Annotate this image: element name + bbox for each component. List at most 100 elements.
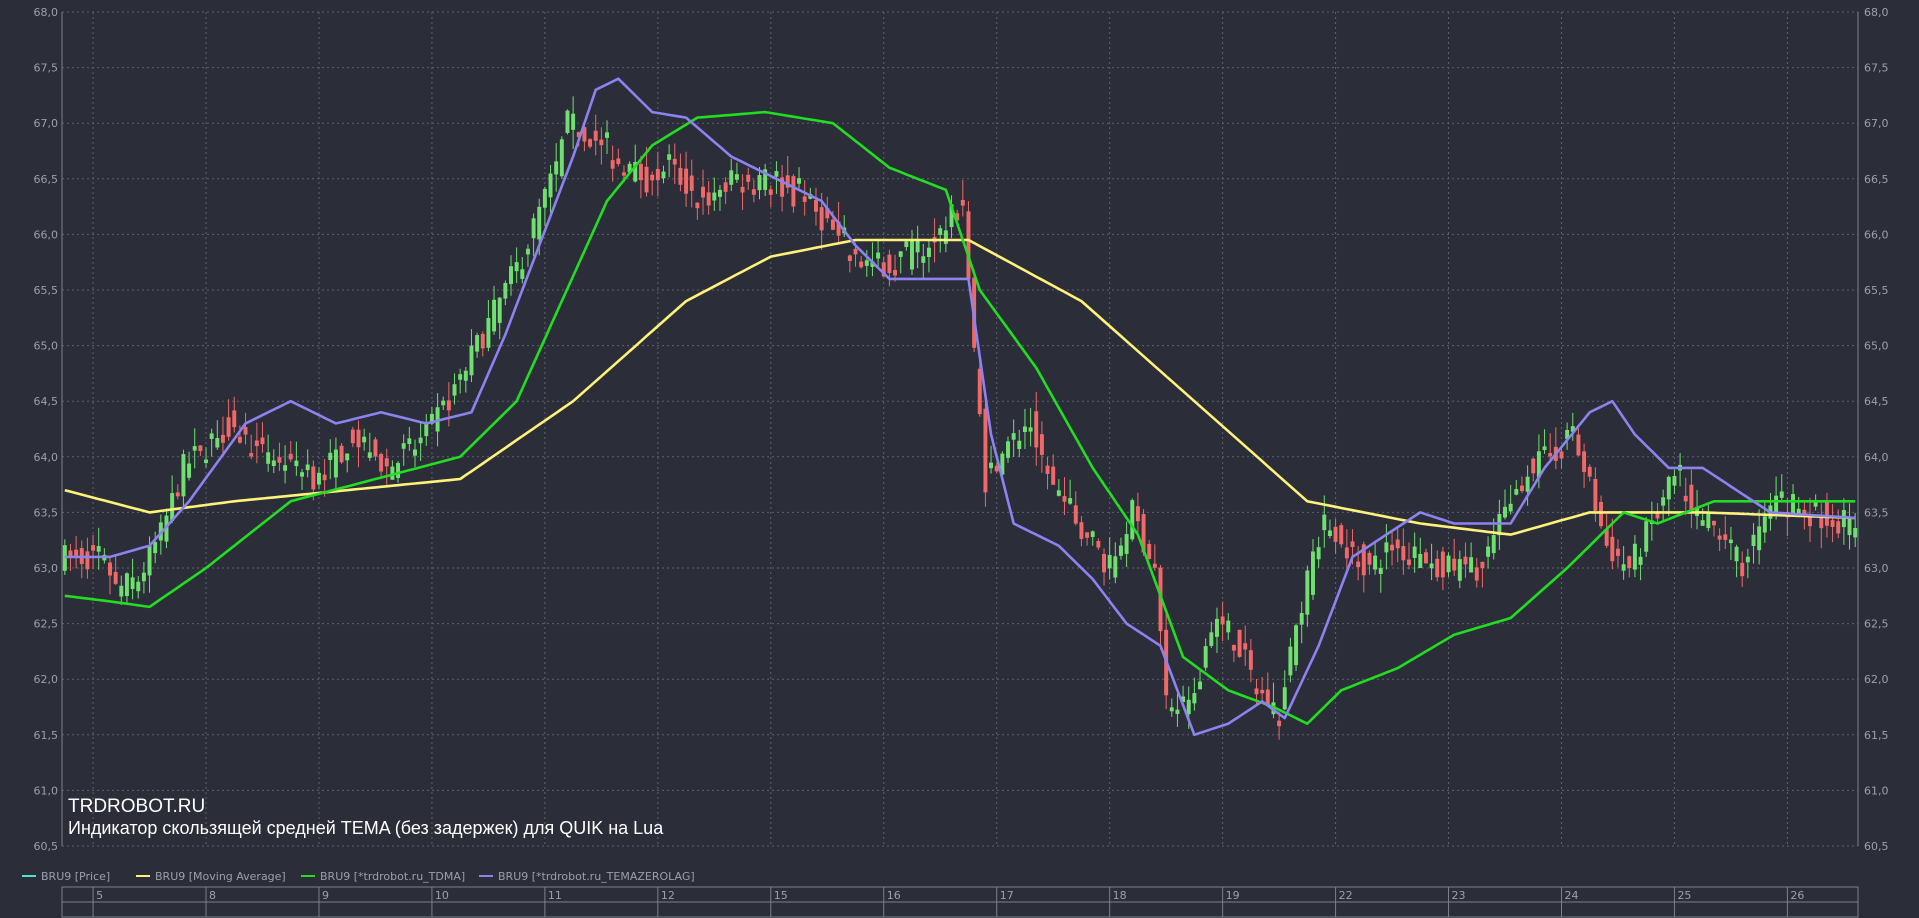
legend: BRU9 [Price] BRU9 [Moving Average] BRU9 [*… xyxy=(22,870,695,883)
candle-body xyxy=(859,261,864,268)
candle-body xyxy=(384,458,389,467)
candle-body xyxy=(723,182,728,192)
candle-body xyxy=(1610,536,1615,562)
candle-body xyxy=(943,230,948,244)
candle-body xyxy=(1847,516,1852,536)
candle-body xyxy=(1344,547,1349,559)
candle-body xyxy=(1791,494,1796,515)
candle-body xyxy=(1463,556,1468,565)
y-tick-label-right: 65,0 xyxy=(1864,340,1889,353)
legend-entry: BRU9 [*trdrobot.ru_TDMA] xyxy=(320,870,465,883)
date-label: 10 xyxy=(435,889,449,902)
candle-body xyxy=(390,466,395,480)
candle-body xyxy=(1559,451,1564,459)
candle-body xyxy=(396,462,401,478)
date-label: 12 xyxy=(661,889,675,902)
candle-body xyxy=(977,368,982,415)
candle-body xyxy=(1621,564,1626,571)
candle-body xyxy=(836,221,841,236)
candle-body xyxy=(1384,542,1389,553)
candle-body xyxy=(1152,563,1157,568)
y-tick-label-right: 63,5 xyxy=(1864,506,1889,519)
candle-body xyxy=(362,436,367,443)
candle-body xyxy=(746,174,751,182)
candle-body xyxy=(1452,558,1457,571)
candle-body xyxy=(153,542,158,554)
y-tick-label-left: 65,0 xyxy=(34,340,59,353)
candle-body xyxy=(1135,506,1140,522)
date-label: 24 xyxy=(1564,889,1578,902)
date-label: 17 xyxy=(1000,889,1014,902)
candle-body xyxy=(1305,570,1310,615)
y-tick-label-left: 66,5 xyxy=(34,173,59,186)
candle-body xyxy=(876,252,881,259)
candle-body xyxy=(1214,618,1219,637)
candle-body xyxy=(1395,539,1400,549)
candle-body xyxy=(1824,501,1829,526)
candle-body xyxy=(1728,539,1733,544)
candle-body xyxy=(429,413,434,424)
candle-body xyxy=(1096,540,1101,548)
candle-body xyxy=(373,439,378,457)
date-label: 23 xyxy=(1452,889,1466,902)
candle-body xyxy=(1536,451,1541,478)
candle-body xyxy=(1062,496,1067,502)
candle-body xyxy=(1717,535,1722,540)
candle-body xyxy=(1141,514,1146,553)
candle-body xyxy=(582,127,587,142)
date-label: 9 xyxy=(322,889,329,902)
candle-body xyxy=(1311,551,1315,595)
candle-body xyxy=(650,174,655,181)
candle-body xyxy=(881,262,886,277)
candle-body xyxy=(610,160,615,169)
candle-body xyxy=(1322,514,1327,531)
y-tick-label-left: 64,0 xyxy=(34,451,59,464)
candle-body xyxy=(898,251,903,257)
candle-body xyxy=(1316,547,1321,560)
candle-body xyxy=(486,317,491,348)
candle-body xyxy=(1327,530,1332,536)
candle-body xyxy=(492,299,497,332)
candle-body xyxy=(1022,426,1027,433)
date-label: 25 xyxy=(1677,889,1691,902)
candle-body xyxy=(181,454,186,497)
candle-body xyxy=(542,188,547,208)
candle-body xyxy=(717,189,722,197)
candle-body xyxy=(311,466,316,490)
candle-body xyxy=(130,577,135,590)
candle-body xyxy=(1226,620,1231,633)
candle-body xyxy=(1525,476,1530,492)
candle-body xyxy=(638,163,643,181)
candle-body xyxy=(1774,495,1779,516)
candle-body xyxy=(1056,490,1061,496)
candle-body xyxy=(469,345,474,376)
candle-body xyxy=(1299,613,1304,625)
candle-body xyxy=(915,239,920,253)
chart-title-block: TRDROBOT.RU Индикатор скользящей средней… xyxy=(68,796,664,838)
candle-body xyxy=(316,472,321,485)
candle-body xyxy=(1689,484,1694,512)
candle-body xyxy=(1440,551,1445,578)
series-line xyxy=(64,110,1856,726)
candle-body xyxy=(1220,616,1225,625)
candle-body xyxy=(853,248,858,255)
y-tick-label-right: 62,5 xyxy=(1864,618,1889,631)
candle-body xyxy=(695,202,700,209)
candle-body xyxy=(1700,520,1705,526)
y-tick-label-right: 62,0 xyxy=(1864,673,1889,686)
candle-body xyxy=(1779,491,1784,498)
chart-title: TRDROBOT.RU xyxy=(68,796,205,817)
candle-body xyxy=(1469,557,1474,573)
candle-body xyxy=(780,177,785,197)
candle-body xyxy=(1175,709,1180,714)
candle-body xyxy=(1570,426,1575,432)
y-tick-label-left: 64,5 xyxy=(34,395,59,408)
candle-body xyxy=(187,463,192,478)
y-tick-label-left: 68,0 xyxy=(34,6,59,19)
candle-body xyxy=(1390,544,1395,551)
candle-body xyxy=(1813,502,1818,507)
candle-body xyxy=(791,176,796,207)
candle-body xyxy=(204,459,208,464)
candle-body xyxy=(260,437,265,445)
